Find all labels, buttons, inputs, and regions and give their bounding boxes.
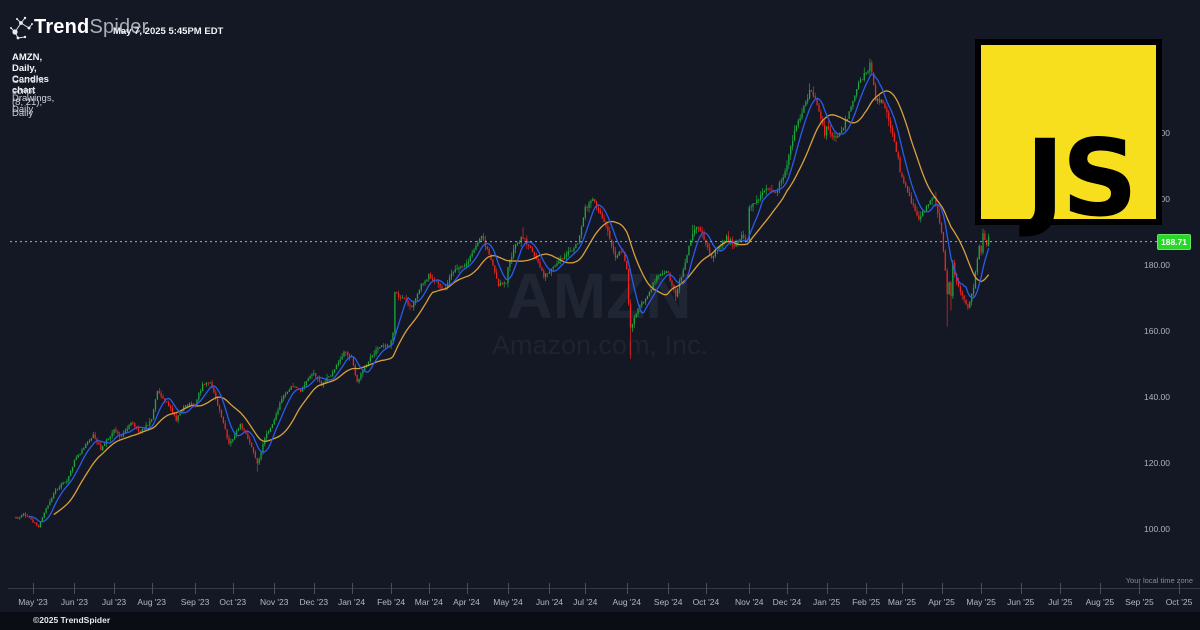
x-axis-label: Jul '23 bbox=[101, 597, 127, 607]
brand-spider: Spider bbox=[89, 16, 149, 38]
x-axis-label: Jul '25 bbox=[1048, 597, 1073, 607]
timezone-note: Your local time zone bbox=[1125, 576, 1193, 585]
copyright: ©2025 TrendSpider bbox=[33, 615, 111, 625]
x-axis-label: Mar '25 bbox=[887, 597, 916, 607]
x-axis-label: Aug '24 bbox=[612, 597, 642, 607]
x-axis-label: Oct '25 bbox=[1165, 597, 1193, 607]
x-axis-label: Aug '23 bbox=[137, 597, 166, 607]
x-axis-label: Sep '24 bbox=[653, 597, 683, 607]
x-axis-label: May '23 bbox=[18, 597, 48, 607]
last-price-badge: 188.71 bbox=[1157, 233, 1191, 250]
trendspider-logo-icon bbox=[10, 16, 33, 40]
trendspider-brand: TrendSpider bbox=[34, 16, 148, 39]
x-axis-label: Jul '24 bbox=[573, 597, 598, 607]
x-axis-label: Jun '24 bbox=[535, 597, 564, 607]
js-logo-background: JS bbox=[981, 45, 1156, 232]
x-axis-label: Feb '24 bbox=[377, 597, 406, 607]
brand-trend: Trend bbox=[34, 16, 90, 38]
drawings-label: Drawings, Daily bbox=[12, 93, 55, 115]
x-axis-label: May '24 bbox=[493, 597, 523, 607]
y-axis-label: 100.00 bbox=[1144, 523, 1170, 534]
x-axis-label: Nov '24 bbox=[734, 597, 764, 607]
x-axis-label: Apr '25 bbox=[928, 597, 955, 607]
x-axis-label: Dec '23 bbox=[299, 597, 329, 607]
chart-timestamp: May 7, 2025 5:45PM EDT bbox=[113, 26, 224, 37]
bottom-bar bbox=[0, 612, 1200, 630]
y-axis-label: 180.00 bbox=[1144, 259, 1170, 270]
x-axis-label: Dec '24 bbox=[772, 597, 802, 607]
script-indicator-label: Current script (8, 21), Daily bbox=[12, 75, 44, 119]
x-axis-label: Mar '24 bbox=[414, 597, 443, 607]
js-logo-text: JS bbox=[1025, 117, 1138, 240]
x-axis-label: Aug '25 bbox=[1085, 597, 1115, 607]
x-axis-label: Sep '25 bbox=[1125, 597, 1154, 607]
x-axis-label: Jun '23 bbox=[60, 597, 88, 607]
x-axis-label: Apr '24 bbox=[453, 597, 480, 607]
y-axis-label: 120.00 bbox=[1144, 457, 1170, 468]
x-axis-label: May '25 bbox=[966, 597, 996, 607]
y-axis-label: 160.00 bbox=[1144, 325, 1170, 336]
symbol-title: AMZN, Daily, Candles chart bbox=[12, 52, 49, 96]
x-axis-label: Sep '23 bbox=[180, 597, 210, 607]
x-axis-label: Oct '23 bbox=[219, 597, 247, 607]
js-logo: JS bbox=[975, 39, 1162, 232]
y-axis-label: 140.00 bbox=[1144, 391, 1170, 402]
x-axis-label: Jan '24 bbox=[337, 597, 366, 607]
x-axis-label: Nov '23 bbox=[259, 597, 289, 607]
x-axis-label: Oct '24 bbox=[692, 597, 720, 607]
x-axis-label: Jun '25 bbox=[1007, 597, 1035, 607]
x-axis-label: Jan '25 bbox=[812, 597, 841, 607]
x-axis-label: Feb '25 bbox=[852, 597, 881, 607]
